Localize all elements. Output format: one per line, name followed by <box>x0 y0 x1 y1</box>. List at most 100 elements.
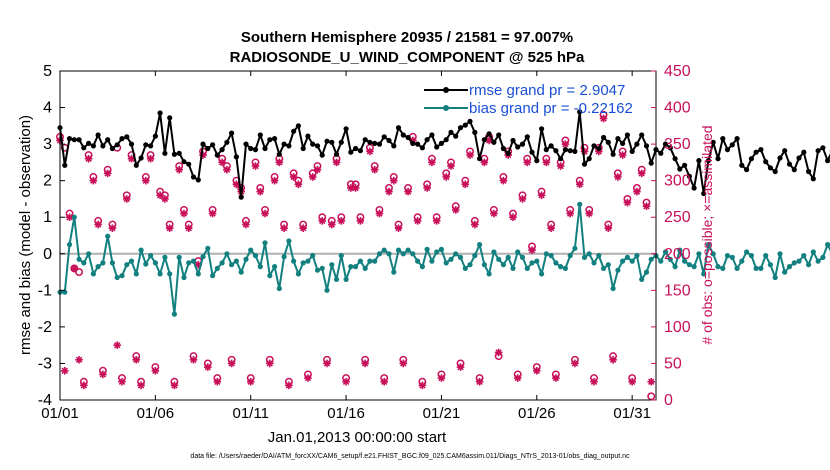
y-tick-label: -2 <box>38 319 52 336</box>
rmse-point <box>281 141 287 147</box>
obs-assimilated-point <box>499 176 508 185</box>
y-right-tick-label: 50 <box>664 355 682 372</box>
obs-assimilated-point <box>442 173 451 181</box>
rmse-point <box>534 158 540 164</box>
bias-point <box>329 262 335 268</box>
x-tick-label: 01/16 <box>327 405 365 422</box>
bias-point <box>486 271 492 277</box>
bias-point <box>86 251 92 257</box>
bias-point <box>577 201 583 207</box>
bias-point <box>529 260 535 266</box>
y-right-tick-label: 100 <box>664 319 691 336</box>
rmse-point <box>734 136 740 142</box>
rmse-point <box>601 134 607 141</box>
rmse-point <box>510 137 516 144</box>
plot-area <box>60 71 656 400</box>
rmse-point <box>672 156 678 162</box>
bias-point <box>601 265 607 271</box>
rmse-point <box>157 110 163 116</box>
rmse-point <box>95 132 101 138</box>
rmse-point <box>415 141 421 147</box>
rmse-point <box>291 128 297 134</box>
rmse-point <box>353 145 359 152</box>
bias-point <box>643 269 650 275</box>
rmse-point <box>558 156 564 162</box>
bias-point <box>90 271 96 277</box>
obs-assimilated-point <box>122 195 131 203</box>
y-right-tick-label: 350 <box>664 136 691 153</box>
bias-point <box>534 258 540 264</box>
rmse-point <box>357 148 363 154</box>
bias-point <box>333 276 340 282</box>
rmse-point <box>453 133 459 139</box>
obs-assimilated-point <box>261 209 269 218</box>
obs-assimilated-point <box>208 209 217 218</box>
obs-assimilated-point <box>161 195 169 203</box>
y-tick-label: 0 <box>43 246 52 263</box>
bias-point <box>167 271 173 277</box>
rmse-point <box>481 137 487 143</box>
obs-assimilated-point <box>289 173 298 181</box>
rmse-point <box>391 143 397 149</box>
bias-point <box>691 264 697 270</box>
rmse-point <box>710 139 716 145</box>
rmse-point <box>376 141 383 147</box>
bias-point <box>620 258 626 264</box>
bias-point <box>443 260 449 266</box>
bias-point <box>539 271 545 277</box>
rmse-point <box>682 162 688 168</box>
rmse-point <box>562 147 569 153</box>
bias-point <box>605 262 611 268</box>
obs-assimilated-point <box>165 224 174 232</box>
obs-assimilated-point <box>251 162 260 170</box>
obs-assimilated-point <box>399 359 408 368</box>
bias-point <box>515 249 521 255</box>
bias-point <box>376 251 383 257</box>
bias-point <box>696 251 702 257</box>
bias-point <box>210 273 216 279</box>
bias-point <box>338 253 344 259</box>
obs-assimilated-point <box>89 176 98 185</box>
obs-assimilated-point <box>275 158 284 167</box>
obs-assimilated-point <box>566 209 574 218</box>
rmse-point <box>467 118 473 124</box>
x-axis-ticks: 01/01 01/06 01/11 01/16 01/21 01/26 01/31 <box>41 71 651 422</box>
obs-assimilated-point <box>304 374 312 382</box>
bias-point <box>629 258 635 264</box>
obs-possible-point <box>75 268 84 277</box>
rmse-point <box>758 147 764 153</box>
bias-point <box>286 238 292 244</box>
obs-assimilated-point <box>614 173 622 181</box>
rmse-point <box>753 149 759 155</box>
obs-assimilated-point <box>552 374 560 382</box>
obs-assimilated-point <box>60 366 69 375</box>
obs-assimilated-point <box>385 187 393 196</box>
rmse-point <box>329 139 335 145</box>
obs-assimilated-point <box>332 158 341 167</box>
rmse-point <box>424 137 430 143</box>
bias-line <box>60 203 830 316</box>
obs-assimilated-point <box>280 224 288 232</box>
bias-point <box>348 264 354 270</box>
rmse-point <box>372 140 378 146</box>
bias-point <box>558 264 564 270</box>
bias-point <box>686 262 693 268</box>
bias-point <box>343 276 349 282</box>
bias-point <box>791 260 797 266</box>
rmse-point <box>720 136 726 142</box>
rmse-point <box>62 162 68 168</box>
rmse-point <box>343 126 349 132</box>
rmse-point <box>238 194 244 200</box>
obs-assimilated-point <box>480 158 489 167</box>
bias-point <box>610 285 616 292</box>
obs-assimilated-point <box>556 162 565 170</box>
rmse-point <box>109 145 115 152</box>
rmse-point <box>148 143 154 149</box>
bias-point <box>457 254 464 260</box>
rmse-point <box>529 149 535 155</box>
rmse-point <box>801 149 807 155</box>
bias-point <box>810 249 816 255</box>
bias-point <box>105 233 111 239</box>
rmse-point <box>553 148 559 154</box>
